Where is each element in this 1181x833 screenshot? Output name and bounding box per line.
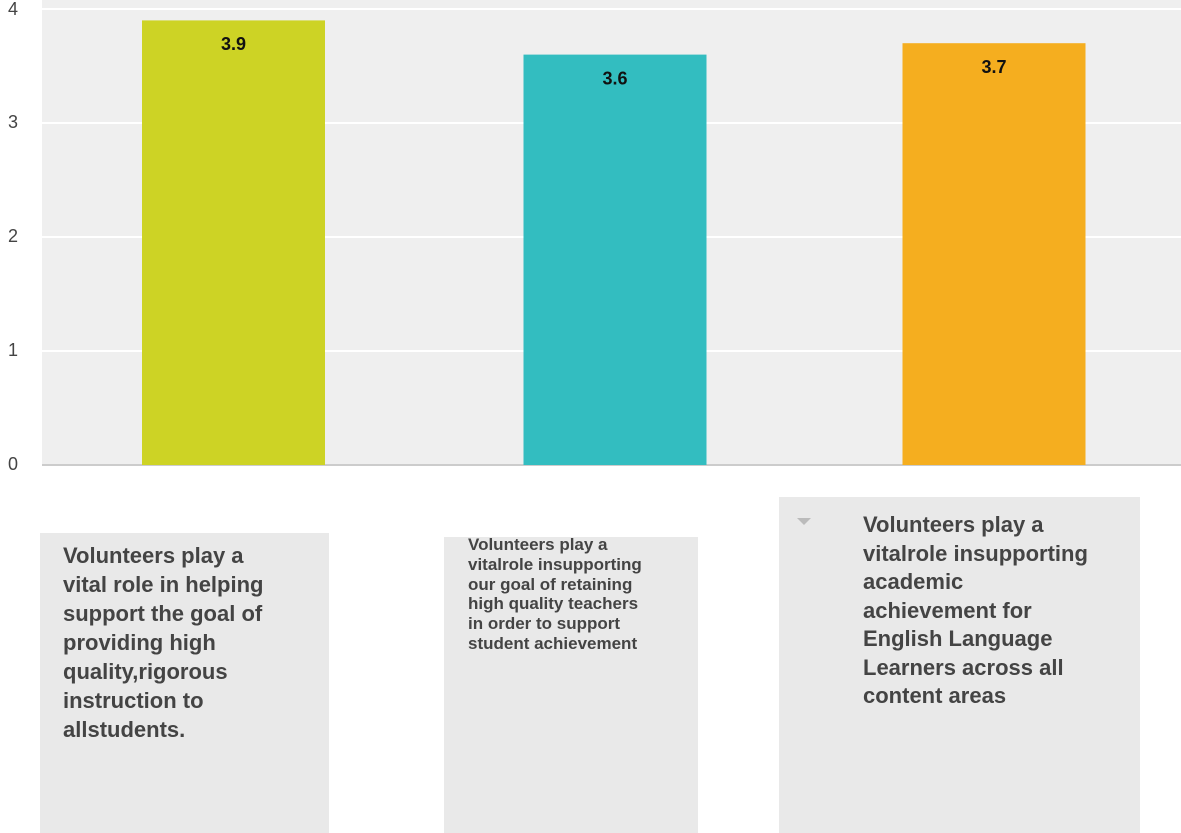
bar bbox=[523, 54, 707, 465]
category-box: Volunteers play a vitalrole insupporting… bbox=[444, 537, 698, 833]
category-box: Volunteers play a vital role in helping … bbox=[40, 533, 329, 833]
data-label: 3.7 bbox=[981, 57, 1006, 77]
y-tick-label: 2 bbox=[8, 226, 18, 246]
bar bbox=[142, 20, 325, 466]
chart: 0 1 2 3 4 3.9 3.6 3.7 bbox=[8, 0, 1181, 474]
x-tick-label: Volunteers play a vital role in helping … bbox=[63, 543, 264, 742]
data-label: 3.6 bbox=[602, 68, 627, 88]
x-tick-label: Volunteers play a vitalrole insupporting… bbox=[468, 537, 642, 653]
x-tick-label: Volunteers play a vitalrole insupporting… bbox=[863, 512, 1088, 708]
y-tick-label: 3 bbox=[8, 112, 18, 132]
y-tick-label: 0 bbox=[8, 454, 18, 474]
y-tick-label: 4 bbox=[8, 0, 18, 19]
y-tick-label: 1 bbox=[8, 340, 18, 360]
bar bbox=[902, 43, 1086, 465]
category-box: Volunteers play a vitalrole insupporting… bbox=[779, 497, 1140, 833]
dropdown-icon bbox=[797, 518, 811, 525]
data-label: 3.9 bbox=[221, 34, 246, 54]
